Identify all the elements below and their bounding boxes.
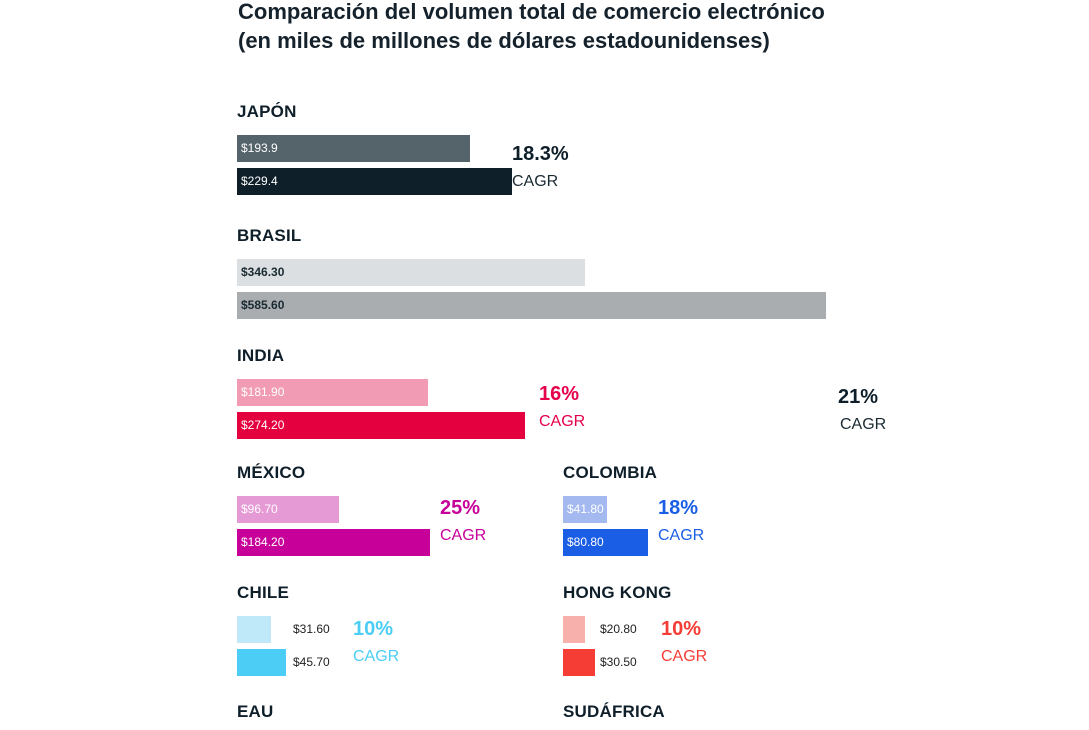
hong-kong-cagr-label: CAGR — [661, 648, 708, 665]
colombia-bar-current: $80.80 — [563, 529, 648, 556]
bar-value-label: $45.70 — [293, 655, 330, 669]
brasil-cagr-label: CAGR — [840, 416, 887, 433]
brasil-bar-previous: $346.30 — [237, 259, 585, 286]
india-cagr-value: 16% — [539, 383, 580, 405]
chart-title: Comparación del volumen total de comerci… — [238, 0, 825, 55]
brasil-cagr-value: 21% — [838, 386, 879, 408]
bar-value-label: $585.60 — [241, 298, 285, 312]
mexico-label: MÉXICO — [237, 463, 306, 482]
india-bar-current: $274.20 — [237, 412, 525, 439]
colombia-cagr-value: 18% — [658, 497, 699, 519]
bar-value-label: $274.20 — [241, 418, 285, 432]
bar-value-label: $181.90 — [241, 385, 285, 399]
mexico-bar-current: $184.20 — [237, 529, 430, 556]
bar-value-label: $30.50 — [600, 655, 637, 669]
mexico-bar-previous: $96.70 — [237, 496, 339, 523]
chart-title-line-2: (en miles de millones de dólares estadou… — [238, 28, 770, 53]
chile-label: CHILE — [237, 583, 289, 602]
bar-value-label: $41.80 — [567, 502, 604, 516]
bar-value-label: $346.30 — [241, 265, 285, 279]
eau-label: EAU — [237, 702, 274, 721]
brasil-label: BRASIL — [237, 226, 302, 245]
mexico-cagr-value: 25% — [440, 497, 481, 519]
colombia-label: COLOMBIA — [563, 463, 658, 482]
bar-value-label: $31.60 — [293, 622, 330, 636]
bar-value-label: $80.80 — [567, 535, 604, 549]
mexico-cagr-label: CAGR — [440, 527, 487, 544]
bar-value-label: $96.70 — [241, 502, 278, 516]
hong-kong-cagr-value: 10% — [661, 618, 702, 640]
japon-cagr-value: 18.3% — [512, 143, 569, 165]
colombia-cagr-label: CAGR — [658, 527, 705, 544]
india-label: INDIA — [237, 346, 285, 365]
japon-cagr-label: CAGR — [512, 173, 559, 190]
sudafrica-label: SUDÁFRICA — [563, 702, 665, 721]
chart-title-line-1: Comparación del volumen total de comerci… — [238, 0, 825, 24]
japon-bar-current: $229.4 — [237, 168, 512, 195]
hong-kong-bar-previous: $20.80 — [563, 616, 637, 643]
bar-value-label: $193.9 — [241, 141, 278, 155]
chile-cagr-value: 10% — [353, 618, 394, 640]
india-cagr-label: CAGR — [539, 413, 586, 430]
india-bar-previous: $181.90 — [237, 379, 428, 406]
chile-bar-previous: $31.60 — [237, 616, 330, 643]
hong-kong-bar-current: $30.50 — [563, 649, 637, 676]
chile-bar-current: $45.70 — [237, 649, 330, 676]
bar-value-label: $20.80 — [600, 622, 637, 636]
brasil-bar-current: $585.60 — [237, 292, 826, 319]
bar-value-label: $229.4 — [241, 174, 278, 188]
japon-bar-previous: $193.9 — [237, 135, 470, 162]
hong-kong-label: HONG KONG — [563, 583, 672, 602]
colombia-bar-previous: $41.80 — [563, 496, 607, 523]
japon-label: JAPÓN — [237, 102, 297, 121]
bar-value-label: $184.20 — [241, 535, 285, 549]
chile-cagr-label: CAGR — [353, 648, 400, 665]
